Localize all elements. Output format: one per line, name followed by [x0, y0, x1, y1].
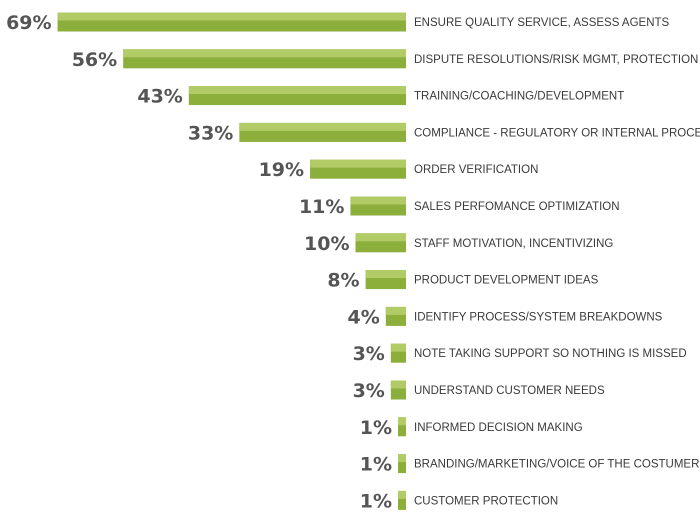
value-label: 3% — [353, 343, 385, 365]
bar-group: 4% IDENTIFY PROCESS/SYSTEM BREAKDOWNS — [348, 306, 663, 328]
bar-highlight — [188, 86, 406, 95]
category-label: BRANDING/MARKETING/VOICE OF THE COSTUMER… — [414, 459, 700, 471]
bar-group: 69% ENSURE QUALITY SERVICE, ASSESS AGENTS — [6, 12, 669, 34]
bar-highlight — [390, 343, 406, 352]
bar-highlight — [398, 454, 406, 463]
value-label: 1% — [360, 417, 392, 439]
category-label: STAFF MOTIVATION, INCENTIVIZING — [414, 238, 613, 250]
bar-group: 1% INFORMED DECISION MAKING — [360, 417, 583, 439]
category-label: UNDERSTAND CUSTOMER NEEDS — [414, 385, 605, 397]
category-label: NOTE TAKING SUPPORT SO NOTHING IS MISSED — [414, 348, 687, 360]
bar — [398, 417, 406, 437]
category-label: TRAINING/COACHING/DEVELOPMENT — [414, 91, 624, 103]
value-label: 3% — [353, 380, 385, 402]
bar-highlight — [123, 49, 406, 58]
value-label: 11% — [299, 196, 344, 218]
category-label: COMPLIANCE - REGULATORY OR INTERNAL PROC… — [414, 127, 700, 139]
bar-highlight — [365, 270, 406, 279]
category-label: CUSTOMER PROTECTION — [414, 495, 558, 507]
bar — [398, 490, 406, 510]
bar — [398, 454, 406, 474]
value-label: 33% — [188, 122, 233, 144]
bar-group: 3% UNDERSTAND CUSTOMER NEEDS — [353, 380, 605, 402]
bar-group: 1% BRANDING/MARKETING/VOICE OF THE COSTUM… — [360, 454, 700, 476]
bar-highlight — [398, 490, 406, 499]
value-label: 8% — [327, 270, 359, 292]
category-label: DISPUTE RESOLUTIONS/RISK MGMT, PROTECTIO… — [414, 54, 698, 66]
bar-highlight — [390, 380, 406, 389]
bar-group: 1% CUSTOMER PROTECTION — [360, 490, 558, 512]
category-label: SALES PERFOMANCE OPTIMIZATION — [414, 201, 620, 213]
category-label: ORDER VERIFICATION — [414, 164, 538, 176]
bar-group: 8% PRODUCT DEVELOPMENT IDEAS — [327, 270, 598, 292]
value-label: 1% — [360, 454, 392, 476]
category-label: INFORMED DECISION MAKING — [414, 422, 583, 434]
value-label: 43% — [137, 86, 182, 108]
bar-group: 10% STAFF MOTIVATION, INCENTIVIZING — [304, 233, 613, 255]
bar-highlight — [57, 12, 407, 21]
value-label: 1% — [360, 490, 392, 512]
bar-highlight — [398, 417, 406, 426]
value-label: 4% — [348, 306, 380, 328]
bar-group: 19% ORDER VERIFICATION — [259, 159, 539, 181]
category-label: IDENTIFY PROCESS/SYSTEM BREAKDOWNS — [414, 311, 663, 323]
value-label: 10% — [304, 233, 349, 255]
value-label: 69% — [6, 12, 51, 34]
bar-highlight — [350, 196, 406, 205]
value-label: 56% — [72, 49, 117, 71]
category-label: ENSURE QUALITY SERVICE, ASSESS AGENTS — [414, 17, 670, 29]
bar-group: 33% COMPLIANCE - REGULATORY OR INTERNAL P… — [188, 122, 700, 144]
bar-group: 56% DISPUTE RESOLUTIONS/RISK MGMT, PROTEC… — [72, 49, 699, 71]
bar-group: 3% NOTE TAKING SUPPORT SO NOTHING IS MISS… — [353, 343, 687, 365]
bar-highlight — [385, 306, 406, 315]
bar-highlight — [310, 159, 406, 168]
bar-group: 11% SALES PERFOMANCE OPTIMIZATION — [299, 196, 620, 218]
bar-group: 43% TRAINING/COACHING/DEVELOPMENT — [137, 86, 624, 108]
bar-highlight — [355, 233, 406, 242]
bar-highlight — [239, 122, 406, 131]
category-label: PRODUCT DEVELOPMENT IDEAS — [414, 275, 599, 287]
value-label: 19% — [259, 159, 304, 181]
